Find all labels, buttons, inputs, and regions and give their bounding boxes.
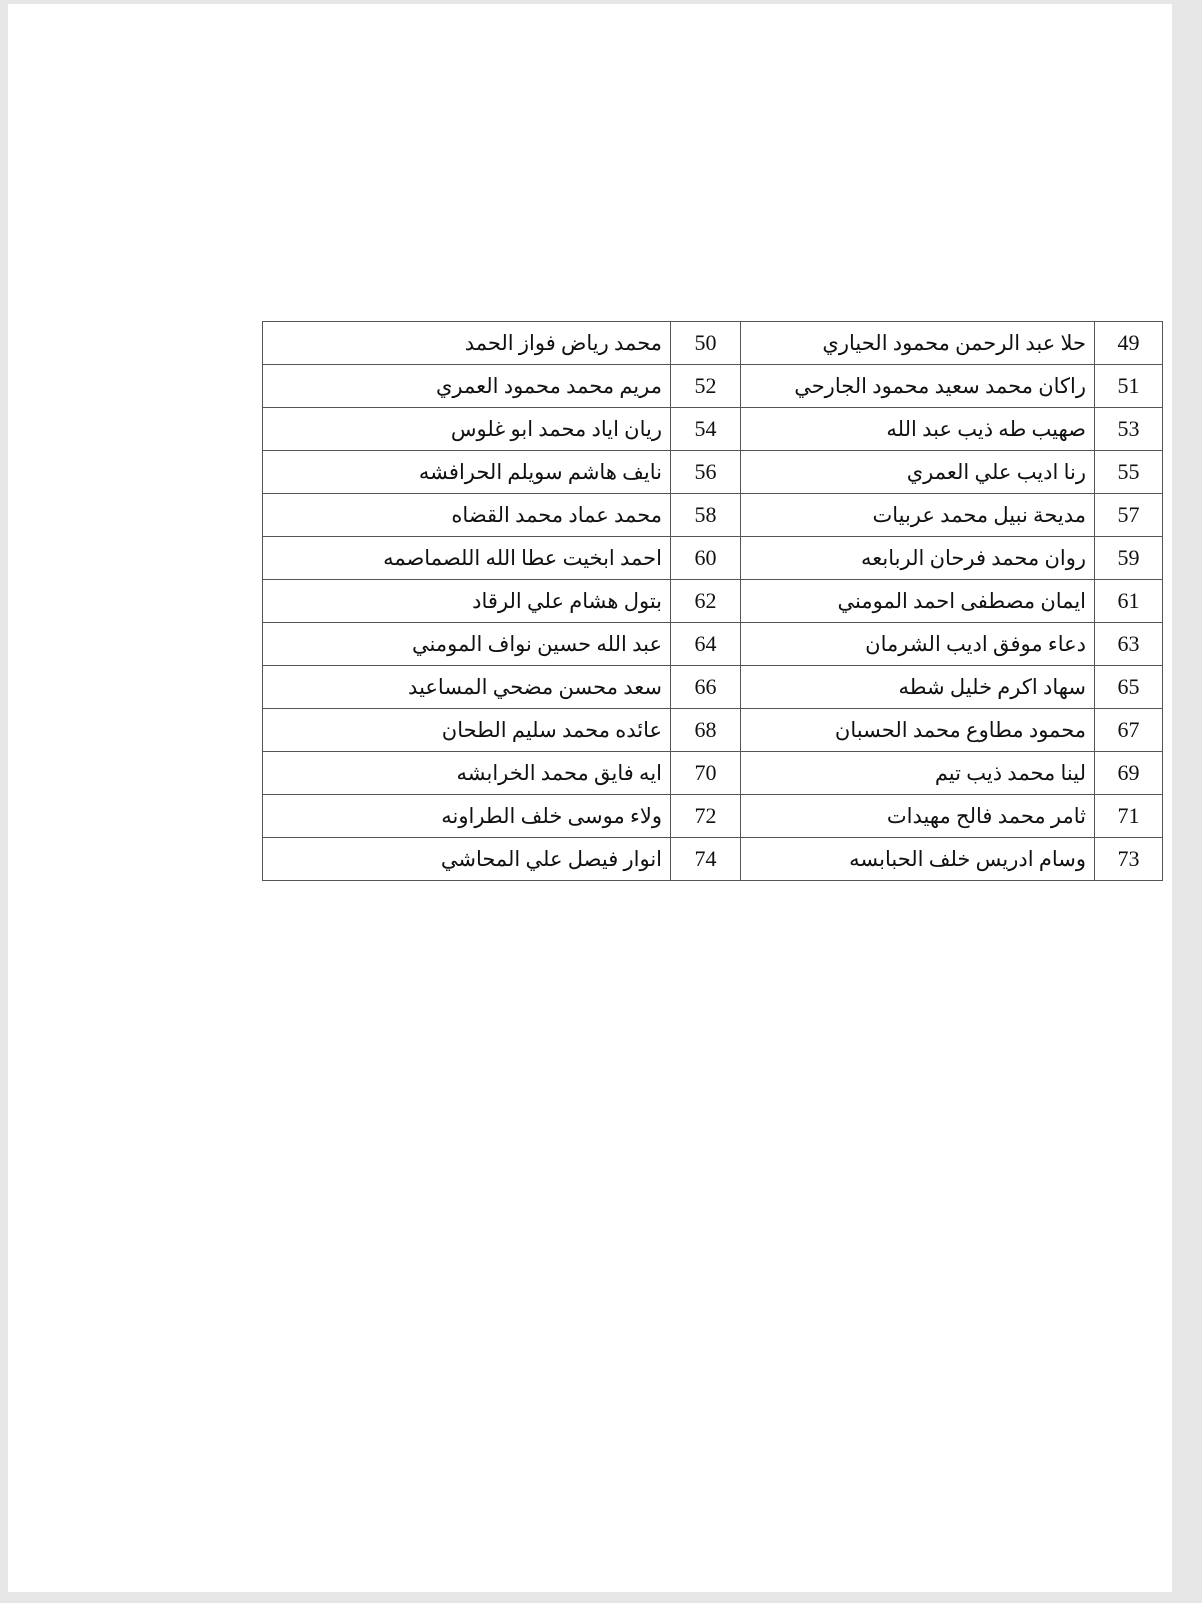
student-name: ولاء موسى خلف الطراونه bbox=[262, 794, 671, 838]
student-name: روان محمد فرحان الربابعه bbox=[740, 536, 1095, 580]
row-number: 61 bbox=[1094, 579, 1163, 623]
table-row: 69 لينا محمد ذيب تيم 70 ايه فايق محمد الخرا… bbox=[262, 751, 1163, 795]
table-row: 61 ايمان مصطفى احمد المومني 62 بتول هشام عل… bbox=[262, 579, 1163, 623]
row-number: 52 bbox=[670, 364, 741, 408]
table-row: 55 رنا اديب علي العمري 56 نايف هاشم سويلم ا… bbox=[262, 450, 1163, 494]
student-name: سهاد اكرم خليل شطه bbox=[740, 665, 1095, 709]
student-name: نايف هاشم سويلم الحرافشه bbox=[262, 450, 671, 494]
row-number: 73 bbox=[1094, 837, 1163, 881]
student-name: ريان اياد محمد ابو غلوس bbox=[262, 407, 671, 451]
row-number: 64 bbox=[670, 622, 741, 666]
student-name: ايمان مصطفى احمد المومني bbox=[740, 579, 1095, 623]
table-row: 49 حلا عبد الرحمن محمود الحياري 50 محمد ريا… bbox=[262, 321, 1163, 365]
row-number: 68 bbox=[670, 708, 741, 752]
row-number: 72 bbox=[670, 794, 741, 838]
student-name: رنا اديب علي العمري bbox=[740, 450, 1095, 494]
row-number: 55 bbox=[1094, 450, 1163, 494]
student-name: صهيب طه ذيب عبد الله bbox=[740, 407, 1095, 451]
row-number: 63 bbox=[1094, 622, 1163, 666]
row-number: 51 bbox=[1094, 364, 1163, 408]
row-number: 66 bbox=[670, 665, 741, 709]
student-name: بتول هشام علي الرقاد bbox=[262, 579, 671, 623]
row-number: 69 bbox=[1094, 751, 1163, 795]
student-name: لينا محمد ذيب تيم bbox=[740, 751, 1095, 795]
student-name: مديحة نبيل محمد عربيات bbox=[740, 493, 1095, 537]
row-number: 71 bbox=[1094, 794, 1163, 838]
row-number: 49 bbox=[1094, 321, 1163, 365]
table-row: 57 مديحة نبيل محمد عربيات 58 محمد عماد محمد… bbox=[262, 493, 1163, 537]
student-name: محمد عماد محمد القضاه bbox=[262, 493, 671, 537]
row-number: 59 bbox=[1094, 536, 1163, 580]
names-table: 49 حلا عبد الرحمن محمود الحياري 50 محمد ريا… bbox=[262, 321, 1163, 881]
row-number: 54 bbox=[670, 407, 741, 451]
row-number: 62 bbox=[670, 579, 741, 623]
student-name: سعد محسن مضحي المساعيد bbox=[262, 665, 671, 709]
student-name: دعاء موفق اديب الشرمان bbox=[740, 622, 1095, 666]
document-page: 49 حلا عبد الرحمن محمود الحياري 50 محمد ريا… bbox=[8, 4, 1172, 1592]
row-number: 57 bbox=[1094, 493, 1163, 537]
student-name: ثامر محمد فالح مهيدات bbox=[740, 794, 1095, 838]
student-name: وسام ادريس خلف الحبابسه bbox=[740, 837, 1095, 881]
table-row: 51 راكان محمد سعيد محمود الجارحي 52 مريم مح… bbox=[262, 364, 1163, 408]
row-number: 74 bbox=[670, 837, 741, 881]
student-name: مريم محمد محمود العمري bbox=[262, 364, 671, 408]
table-row: 73 وسام ادريس خلف الحبابسه 74 انوار فيصل عل… bbox=[262, 837, 1163, 881]
table-row: 67 محمود مطاوع محمد الحسبان 68 عائده محمد س… bbox=[262, 708, 1163, 752]
table-row: 63 دعاء موفق اديب الشرمان 64 عبد الله حسين … bbox=[262, 622, 1163, 666]
student-name: حلا عبد الرحمن محمود الحياري bbox=[740, 321, 1095, 365]
student-name: محمود مطاوع محمد الحسبان bbox=[740, 708, 1095, 752]
table-row: 65 سهاد اكرم خليل شطه 66 سعد محسن مضحي المس… bbox=[262, 665, 1163, 709]
student-name: ايه فايق محمد الخرابشه bbox=[262, 751, 671, 795]
table-row: 71 ثامر محمد فالح مهيدات 72 ولاء موسى خلف ا… bbox=[262, 794, 1163, 838]
row-number: 60 bbox=[670, 536, 741, 580]
row-number: 58 bbox=[670, 493, 741, 537]
student-name: عبد الله حسين نواف المومني bbox=[262, 622, 671, 666]
table-row: 59 روان محمد فرحان الربابعه 60 احمد ابخيت ع… bbox=[262, 536, 1163, 580]
row-number: 67 bbox=[1094, 708, 1163, 752]
student-name: راكان محمد سعيد محمود الجارحي bbox=[740, 364, 1095, 408]
row-number: 50 bbox=[670, 321, 741, 365]
student-name: احمد ابخيت عطا الله اللصماصمه bbox=[262, 536, 671, 580]
table-row: 53 صهيب طه ذيب عبد الله 54 ريان اياد محمد ا… bbox=[262, 407, 1163, 451]
student-name: انوار فيصل علي المحاشي bbox=[262, 837, 671, 881]
student-name: محمد رياض فواز الحمد bbox=[262, 321, 671, 365]
row-number: 65 bbox=[1094, 665, 1163, 709]
row-number: 53 bbox=[1094, 407, 1163, 451]
student-name: عائده محمد سليم الطحان bbox=[262, 708, 671, 752]
row-number: 70 bbox=[670, 751, 741, 795]
row-number: 56 bbox=[670, 450, 741, 494]
